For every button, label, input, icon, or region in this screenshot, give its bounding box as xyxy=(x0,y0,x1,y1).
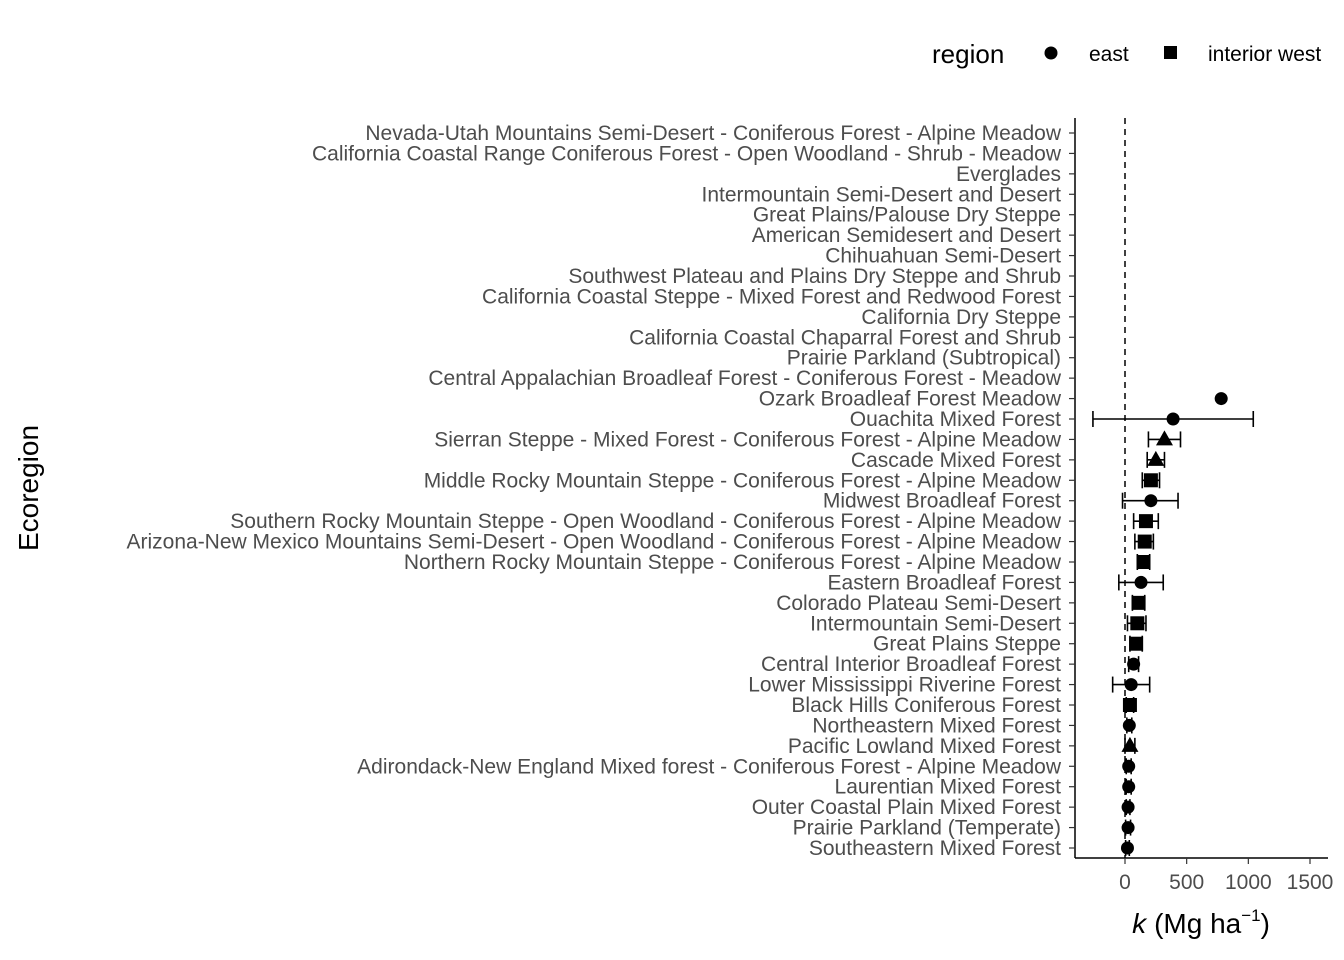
legend-title: region xyxy=(932,39,1004,69)
y-tick-label: Southwest Plateau and Plains Dry Steppe … xyxy=(568,265,1061,288)
data-point-circle xyxy=(1122,759,1136,773)
data-point-circle xyxy=(1122,780,1136,794)
data-point-square xyxy=(1129,636,1144,651)
y-tick-label: Intermountain Semi-Desert and Desert xyxy=(702,183,1062,206)
x-axis-title-close: ) xyxy=(1261,908,1270,939)
y-tick-label: American Semidesert and Desert xyxy=(752,224,1061,247)
data-point-square xyxy=(1130,616,1145,631)
data-point-square xyxy=(1137,534,1152,549)
y-tick-label: Northern Rocky Mountain Steppe - Conifer… xyxy=(404,551,1062,574)
data-point-triangle xyxy=(1155,430,1173,446)
x-tick-label: 0 xyxy=(1119,871,1131,894)
y-tick-label: Southern Rocky Mountain Steppe - Open Wo… xyxy=(230,510,1062,533)
legend-label-interior-west: interior west xyxy=(1208,43,1321,66)
y-axis-title: Ecoregion xyxy=(13,425,44,551)
x-axis-title: k (Mg ha−1) xyxy=(1132,906,1270,939)
y-tick-label: Nevada-Utah Mountains Semi-Desert - Coni… xyxy=(365,122,1061,145)
y-tick-label: Great Plains Steppe xyxy=(873,633,1061,656)
y-tick-label: Middle Rocky Mountain Steppe - Coniferou… xyxy=(424,469,1062,492)
y-tick-label: Cascade Mixed Forest xyxy=(851,449,1061,472)
y-tick-label: Intermountain Semi-Desert xyxy=(810,612,1061,635)
y-tick-label: Laurentian Mixed Forest xyxy=(835,776,1062,799)
y-tick-label: Black Hills Coniferous Forest xyxy=(791,694,1061,717)
y-tick-label: Pacific Lowland Mixed Forest xyxy=(788,735,1061,758)
y-tick-label: Sierran Steppe - Mixed Forest - Conifero… xyxy=(434,428,1062,451)
y-tick-label: California Dry Steppe xyxy=(861,306,1061,329)
data-point-circle xyxy=(1127,657,1141,671)
data-point-triangle xyxy=(1121,736,1139,752)
data-point-circle xyxy=(1166,412,1180,426)
y-tick-label: California Coastal Chaparral Forest and … xyxy=(629,326,1061,349)
legend-square-icon xyxy=(1164,46,1177,59)
y-tick-label: Ozark Broadleaf Forest Meadow xyxy=(759,388,1062,411)
y-tick-label: Northeastern Mixed Forest xyxy=(812,714,1061,737)
legend-circle-icon xyxy=(1044,46,1058,60)
y-tick-label: Midwest Broadleaf Forest xyxy=(823,490,1061,513)
y-tick-label: Arizona-New Mexico Mountains Semi-Desert… xyxy=(126,531,1061,554)
y-tick-label: Adirondack-New England Mixed forest - Co… xyxy=(357,755,1062,778)
legend: region east interior west xyxy=(932,39,1321,69)
y-tick-label: Central Appalachian Broadleaf Forest - C… xyxy=(428,367,1061,390)
y-tick-label: Colorado Plateau Semi-Desert xyxy=(776,592,1061,615)
y-tick-label: Prairie Parkland (Subtropical) xyxy=(787,347,1061,370)
data-point-circle xyxy=(1214,392,1228,406)
data-point-circle xyxy=(1120,841,1134,855)
x-tick-label: 1500 xyxy=(1287,871,1334,894)
y-tick-label: Eastern Broadleaf Forest xyxy=(828,571,1062,594)
data-point-square xyxy=(1136,555,1151,569)
x-axis-title-symbol: k xyxy=(1132,908,1148,939)
data-point-square xyxy=(1138,514,1153,529)
y-tick-label: Outer Coastal Plain Mixed Forest xyxy=(752,796,1061,819)
data-point-square xyxy=(1131,595,1146,610)
y-tick-label: California Coastal Steppe - Mixed Forest… xyxy=(482,285,1061,308)
data-point-circle xyxy=(1134,575,1148,589)
y-tick-label: Prairie Parkland (Temperate) xyxy=(793,817,1061,840)
y-tick-label: Central Interior Broadleaf Forest xyxy=(761,653,1061,676)
data-point-square xyxy=(1143,473,1158,488)
plot-area: Nevada-Utah Mountains Semi-Desert - Coni… xyxy=(126,118,1333,894)
legend-label-east: east xyxy=(1089,43,1129,66)
y-tick-label: Lower Mississippi Riverine Forest xyxy=(748,674,1061,697)
x-tick-label: 500 xyxy=(1169,871,1204,894)
y-tick-label: Southeastern Mixed Forest xyxy=(809,837,1061,860)
y-tick-label: California Coastal Range Coniferous Fore… xyxy=(312,142,1062,165)
x-tick-label: 1000 xyxy=(1225,871,1272,894)
data-point-square xyxy=(1122,698,1137,712)
data-point-circle xyxy=(1122,718,1136,732)
y-tick-label: Chihuahuan Semi-Desert xyxy=(825,245,1061,268)
data-point-circle xyxy=(1121,821,1135,835)
data-point-triangle xyxy=(1147,450,1165,466)
data-point-circle xyxy=(1124,678,1138,692)
y-tick-label: Ouachita Mixed Forest xyxy=(850,408,1061,431)
x-axis-title-exponent: −1 xyxy=(1241,906,1260,925)
y-tick-label: Everglades xyxy=(956,163,1061,186)
data-point-circle xyxy=(1144,494,1158,508)
data-point-circle xyxy=(1121,800,1135,814)
y-tick-label: Great Plains/Palouse Dry Steppe xyxy=(753,204,1061,227)
x-axis-title-units: (Mg ha xyxy=(1154,908,1242,939)
